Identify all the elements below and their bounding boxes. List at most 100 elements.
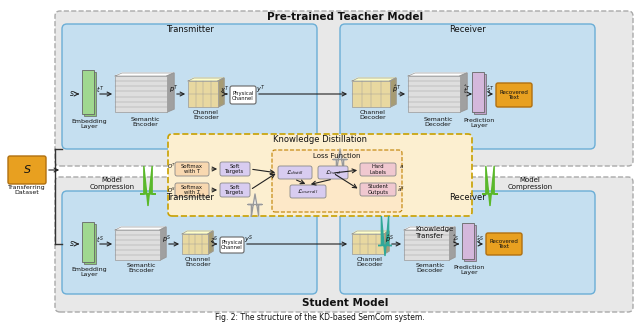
FancyBboxPatch shape <box>220 237 244 253</box>
FancyBboxPatch shape <box>496 83 532 107</box>
Polygon shape <box>182 231 213 234</box>
Text: Channel
Encoder: Channel Encoder <box>185 257 211 267</box>
Text: s: s <box>70 89 74 98</box>
FancyBboxPatch shape <box>62 24 317 149</box>
Text: Soft
Targets: Soft Targets <box>225 185 244 195</box>
Polygon shape <box>333 149 347 172</box>
Bar <box>464 225 476 261</box>
Text: $\hat{t}^T$: $\hat{t}^T$ <box>463 84 471 96</box>
Bar <box>82 222 94 262</box>
FancyBboxPatch shape <box>360 163 396 176</box>
Polygon shape <box>449 227 455 260</box>
Text: Softmax
with T: Softmax with T <box>181 164 203 174</box>
Text: Transmitter: Transmitter <box>166 26 214 34</box>
Polygon shape <box>115 227 166 230</box>
FancyBboxPatch shape <box>175 162 209 176</box>
Bar <box>474 74 486 114</box>
Text: $O^T$: $O^T$ <box>167 161 177 171</box>
Text: $y^T$: $y^T$ <box>256 84 266 96</box>
Polygon shape <box>404 227 455 230</box>
Text: $y^S$: $y^S$ <box>244 234 253 246</box>
Text: Prediction
Layer: Prediction Layer <box>463 118 495 128</box>
Polygon shape <box>140 166 156 206</box>
Polygon shape <box>160 227 166 260</box>
Text: Prediction
Layer: Prediction Layer <box>453 265 484 275</box>
FancyBboxPatch shape <box>486 233 522 255</box>
Text: Transmitter: Transmitter <box>166 192 214 202</box>
Text: Knowledge
Transfer: Knowledge Transfer <box>415 226 453 238</box>
Bar <box>472 72 484 112</box>
Text: Soft
Targets: Soft Targets <box>225 164 244 174</box>
Polygon shape <box>208 231 213 254</box>
Text: $\hat{s}^T$: $\hat{s}^T$ <box>486 84 494 96</box>
Text: Embedding
Layer: Embedding Layer <box>71 119 107 129</box>
Bar <box>84 224 96 264</box>
Text: $\hat{t}^S$: $\hat{t}^S$ <box>452 234 460 246</box>
Text: $\hat{p}^T$: $\hat{p}^T$ <box>392 84 402 96</box>
Text: $O^S$: $O^S$ <box>168 185 177 195</box>
Bar <box>408 76 460 112</box>
Text: $x^T$: $x^T$ <box>220 84 230 96</box>
Polygon shape <box>352 231 389 234</box>
Text: S: S <box>24 165 31 175</box>
FancyBboxPatch shape <box>340 24 595 149</box>
Text: $\mathcal{L}_{overall}$: $\mathcal{L}_{overall}$ <box>298 187 319 196</box>
Bar <box>404 230 449 260</box>
Bar <box>115 76 167 112</box>
Text: $\mathcal{L}_{distill}$: $\mathcal{L}_{distill}$ <box>286 168 304 177</box>
Polygon shape <box>482 166 498 206</box>
Text: Physical
Channel: Physical Channel <box>232 91 254 101</box>
FancyBboxPatch shape <box>55 177 633 312</box>
Text: Receiver: Receiver <box>450 192 486 202</box>
Text: s: s <box>70 239 74 249</box>
Text: Student
Outputs: Student Outputs <box>367 184 388 195</box>
FancyBboxPatch shape <box>272 150 402 212</box>
FancyBboxPatch shape <box>360 183 396 196</box>
Text: $\hat{a}^S$: $\hat{a}^S$ <box>397 184 405 194</box>
FancyBboxPatch shape <box>278 166 312 179</box>
Text: $\mathcal{L}_{hard}$: $\mathcal{L}_{hard}$ <box>324 168 341 177</box>
Bar <box>462 223 474 259</box>
FancyBboxPatch shape <box>318 166 348 179</box>
Bar <box>352 81 390 107</box>
Text: Loss Function: Loss Function <box>313 153 361 159</box>
Bar <box>82 70 94 114</box>
Polygon shape <box>352 78 396 81</box>
Text: Fig. 2: The structure of the KD-based SemCom system.: Fig. 2: The structure of the KD-based Se… <box>215 314 425 322</box>
FancyBboxPatch shape <box>168 134 472 216</box>
Text: Physical
Channel: Physical Channel <box>221 240 243 250</box>
Text: Semantic
Encoder: Semantic Encoder <box>126 262 156 273</box>
Text: $\hat{p}^S$: $\hat{p}^S$ <box>385 234 394 246</box>
Text: Channel
Decoder: Channel Decoder <box>356 257 383 267</box>
Polygon shape <box>248 194 262 216</box>
Text: Transferring
Dataset: Transferring Dataset <box>8 185 46 195</box>
FancyBboxPatch shape <box>62 191 317 294</box>
Text: Semantic
Encoder: Semantic Encoder <box>131 117 160 127</box>
Bar <box>182 234 208 254</box>
FancyBboxPatch shape <box>290 185 326 198</box>
Text: $\hat{s}^S$: $\hat{s}^S$ <box>476 234 484 246</box>
Text: Model
Compression: Model Compression <box>508 178 552 191</box>
Polygon shape <box>167 73 174 112</box>
Text: Channel
Encoder: Channel Encoder <box>193 110 219 121</box>
Text: Semantic
Decoder: Semantic Decoder <box>415 262 445 273</box>
Polygon shape <box>460 73 467 112</box>
Polygon shape <box>188 78 224 81</box>
Bar <box>352 234 384 254</box>
Polygon shape <box>115 73 174 76</box>
Bar <box>188 81 218 107</box>
Polygon shape <box>218 78 224 107</box>
Bar <box>84 72 96 116</box>
Bar <box>115 230 160 260</box>
Text: Hard
Labels: Hard Labels <box>369 164 387 175</box>
Text: a: a <box>399 164 403 168</box>
FancyBboxPatch shape <box>220 183 250 197</box>
Text: Recovered
Text: Recovered Text <box>500 90 529 100</box>
FancyBboxPatch shape <box>55 11 633 166</box>
Text: Knowledge Distillation: Knowledge Distillation <box>273 135 367 145</box>
Polygon shape <box>390 78 396 107</box>
Polygon shape <box>408 73 467 76</box>
Text: Softmax
with T: Softmax with T <box>181 185 203 195</box>
Text: Receiver: Receiver <box>450 26 486 34</box>
Text: $t^T$: $t^T$ <box>96 84 104 96</box>
